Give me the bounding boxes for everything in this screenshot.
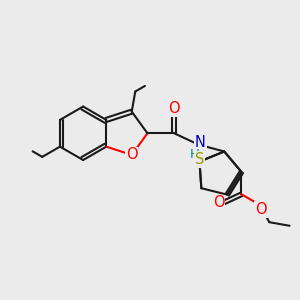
- Text: O: O: [255, 202, 267, 217]
- Text: O: O: [168, 101, 180, 116]
- Text: O: O: [126, 147, 137, 162]
- Text: O: O: [213, 195, 224, 210]
- Text: S: S: [195, 152, 204, 167]
- Text: N: N: [195, 135, 206, 150]
- Text: H: H: [190, 148, 200, 161]
